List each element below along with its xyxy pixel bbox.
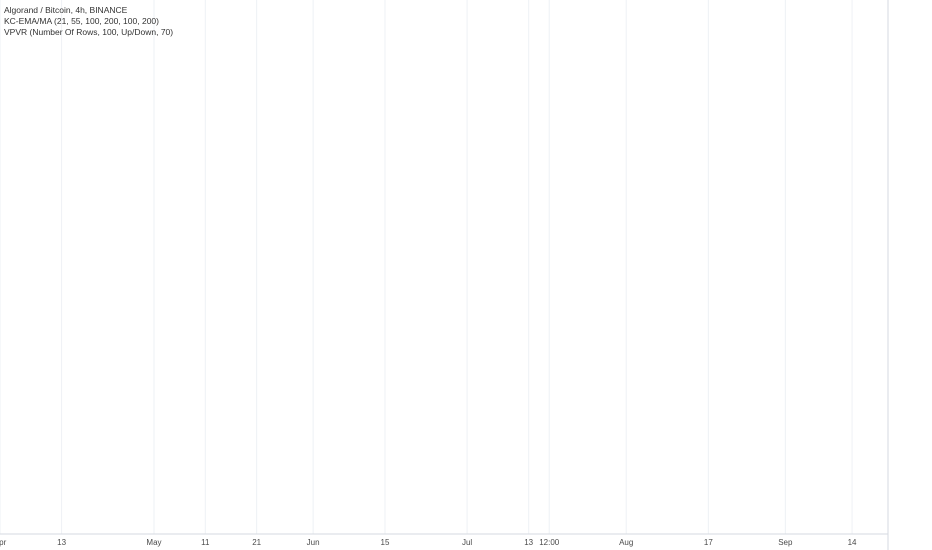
time-tick-label: Apr [0,538,7,547]
time-tick-label: 14 [848,538,857,547]
chart-grid [0,0,853,534]
price-axis[interactable]: 0.000062000.000060000.000058000.00005600… [887,0,932,550]
time-tick-label: Sep [778,538,793,547]
time-tick-label: 17 [704,538,713,547]
time-tick-label: Jul [462,538,472,547]
time-tick-label: 11 [201,538,210,547]
chart-header: Algorand / Bitcoin, 4h, BINANCE KC-EMA/M… [4,5,173,37]
time-tick-label: 15 [381,538,390,547]
time-tick-label: 21 [252,538,261,547]
time-axis[interactable]: Apr 13 May 11 21 Jun 15 Jul 13 12:00 Aug 17 Sep 14 [0,533,888,547]
time-tick-label: May [146,538,161,547]
indicator-vpvr: VPVR (Number Of Rows, 100, Up/Down, 70) [4,27,173,37]
chart-title: Algorand / Bitcoin, 4h, BINANCE [4,5,128,15]
indicator-kc-ema: KC-EMA/MA (21, 55, 100, 200, 100, 200) [4,16,159,26]
time-tick-label: Jun [307,538,320,547]
time-tick-label: 13 [524,538,533,547]
time-tick-label: 12:00 [539,538,560,547]
time-tick-label: 13 [57,538,66,547]
time-tick-label: Aug [619,538,633,547]
